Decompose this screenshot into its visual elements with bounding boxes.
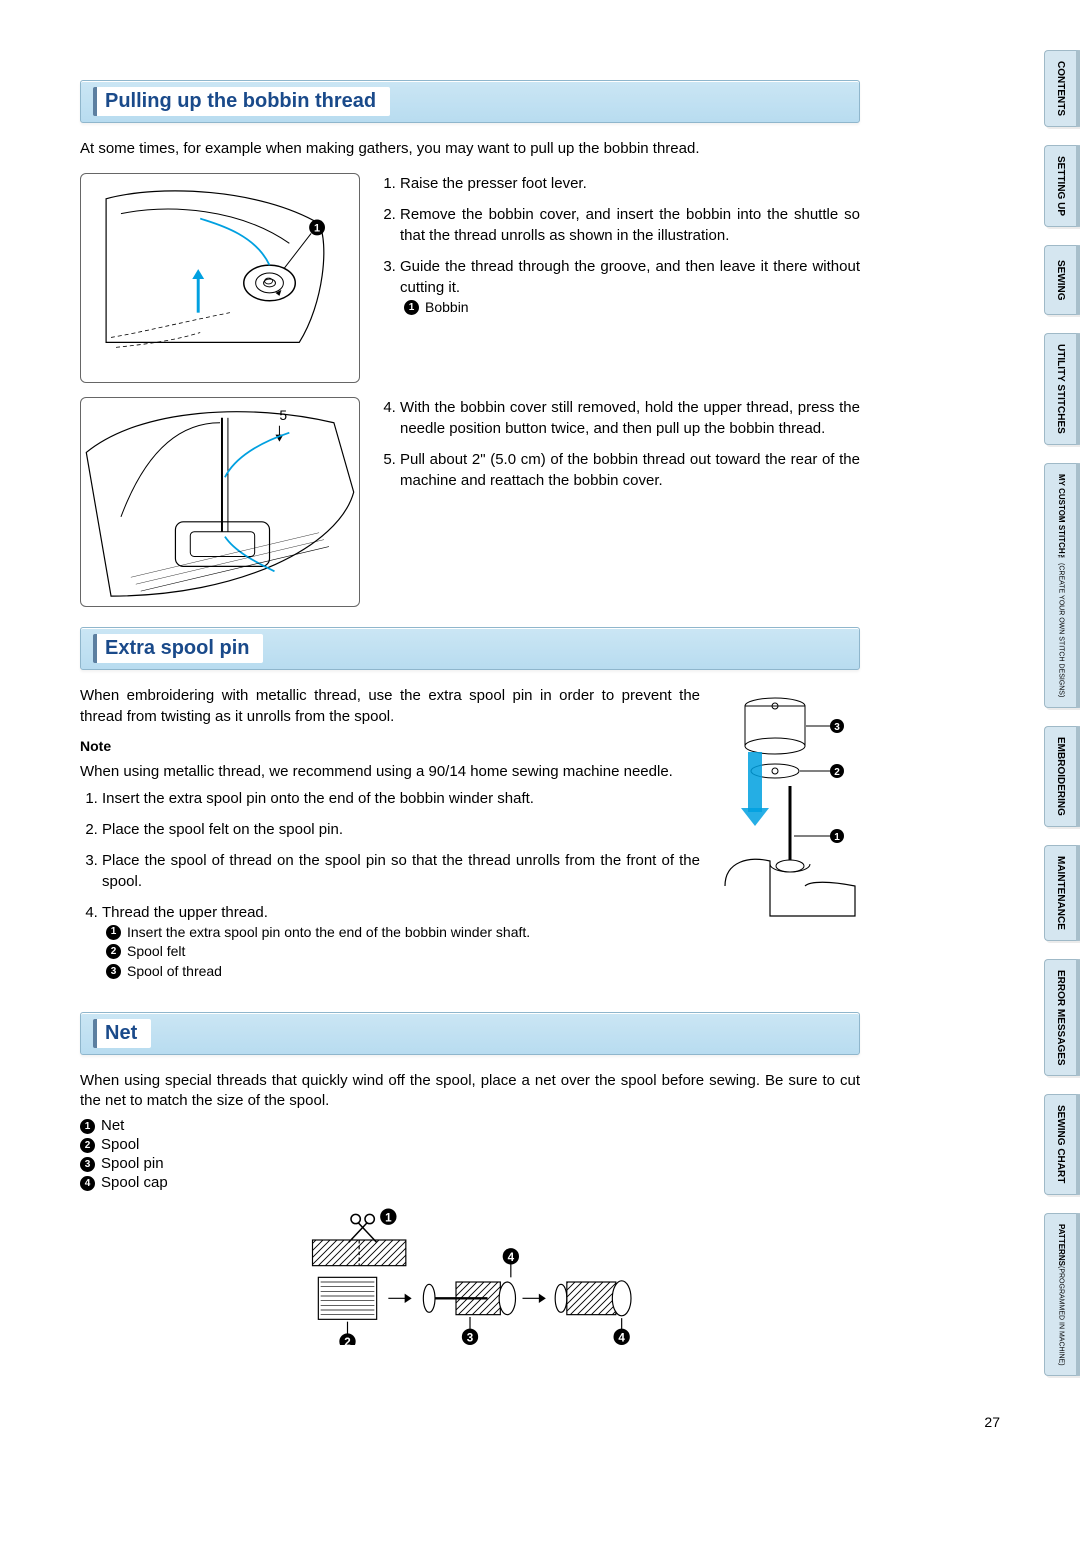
legend-label: Spool pin (101, 1155, 164, 1172)
tab-utility-stitches[interactable]: UTILITY STITCHES (1044, 333, 1080, 445)
tab-setting-up[interactable]: SETTING UP (1044, 145, 1080, 227)
fig2-mark: 5 (279, 407, 287, 423)
legend-label: Spool (101, 1136, 139, 1153)
legend-label: Spool felt (127, 942, 185, 962)
step: Guide the thread through the groove, and… (400, 256, 860, 318)
tab-sublabel: (PROGRAMMED IN MACHINE) (1057, 1266, 1065, 1366)
svg-text:3: 3 (467, 1332, 474, 1345)
legend-row: 2 Spool (80, 1136, 860, 1153)
legend-num: 2 (106, 944, 121, 959)
legend-num: 3 (80, 1157, 95, 1172)
legend-num: 1 (106, 925, 121, 940)
section3-intro: When using special threads that quickly … (80, 1071, 860, 1112)
legend-label: Insert the extra spool pin onto the end … (127, 923, 530, 943)
tab-contents[interactable]: CONTENTS (1044, 50, 1080, 127)
legend-label: Net (101, 1117, 124, 1134)
net-illustration: 1 2 3 4 (80, 1205, 860, 1350)
section-bar-spool: Extra spool pin (80, 627, 860, 670)
svg-text:2: 2 (834, 767, 840, 778)
callout-num: 1 (404, 300, 419, 315)
tab-sewing-chart[interactable]: SEWING CHART (1044, 1094, 1080, 1194)
svg-text:4: 4 (618, 1332, 625, 1345)
tab-sublabel: (CREATE YOUR OWN STITCH DESIGNS) (1057, 563, 1065, 697)
tab-label: PATTERNS (1056, 1224, 1065, 1266)
legend-num: 4 (80, 1176, 95, 1191)
section1-steps-b: With the bobbin cover still removed, hol… (378, 397, 860, 491)
legend-row: 4 Spool cap (80, 1174, 860, 1191)
svg-text:4: 4 (508, 1251, 515, 1264)
legend-label: Spool of thread (127, 962, 222, 982)
step: With the bobbin cover still removed, hol… (400, 397, 860, 439)
tab-my-custom-stitch[interactable]: MY CUSTOM STITCH™ (CREATE YOUR OWN STITC… (1044, 463, 1080, 708)
spool-pin-illustration: 3 2 1 (710, 686, 860, 931)
tab-label: MY CUSTOM STITCH™ (1056, 474, 1065, 563)
legend-label: Spool cap (101, 1174, 168, 1191)
tab-error-messages[interactable]: ERROR MESSAGES (1044, 959, 1080, 1077)
legend-row: 3 Spool pin (80, 1155, 860, 1172)
section1-steps-a: Raise the presser foot lever. Remove the… (378, 173, 860, 318)
svg-text:1: 1 (314, 223, 320, 235)
section-bar-bobbin: Pulling up the bobbin thread (80, 80, 860, 123)
section1-intro: At some times, for example when making g… (80, 139, 860, 159)
section-title: Extra spool pin (93, 634, 263, 663)
bobbin-illustration-2: 5 (80, 397, 360, 607)
legend-num: 2 (80, 1138, 95, 1153)
bobbin-illustration-1: 1 (80, 173, 360, 383)
callout-label: Bobbin (425, 298, 469, 318)
svg-text:1: 1 (385, 1212, 392, 1225)
page-number: 27 (0, 1414, 1080, 1430)
legend-row: 1 Net (80, 1117, 860, 1134)
step: Raise the presser foot lever. (400, 173, 860, 194)
step: Remove the bobbin cover, and insert the … (400, 204, 860, 246)
svg-text:1: 1 (834, 832, 840, 843)
svg-text:3: 3 (834, 722, 840, 733)
section-title: Net (93, 1019, 151, 1048)
step: Pull about 2" (5.0 cm) of the bobbin thr… (400, 449, 860, 491)
tab-maintenance[interactable]: MAINTENANCE (1044, 845, 1080, 941)
step-text: Thread the upper thread. (102, 904, 268, 921)
page-content: Pulling up the bobbin thread At some tim… (0, 0, 920, 1390)
side-tabs: CONTENTS SETTING UP SEWING UTILITY STITC… (1044, 50, 1080, 1376)
tab-patterns[interactable]: PATTERNS (PROGRAMMED IN MACHINE) (1044, 1213, 1080, 1377)
tab-embroidering[interactable]: EMBROIDERING (1044, 726, 1080, 827)
legend-num: 1 (80, 1119, 95, 1134)
tab-sewing[interactable]: SEWING (1044, 245, 1080, 315)
svg-text:2: 2 (344, 1336, 351, 1345)
section-bar-net: Net (80, 1012, 860, 1055)
step-text: Guide the thread through the groove, and… (400, 258, 860, 296)
legend-num: 3 (106, 964, 121, 979)
section-title: Pulling up the bobbin thread (93, 87, 390, 116)
